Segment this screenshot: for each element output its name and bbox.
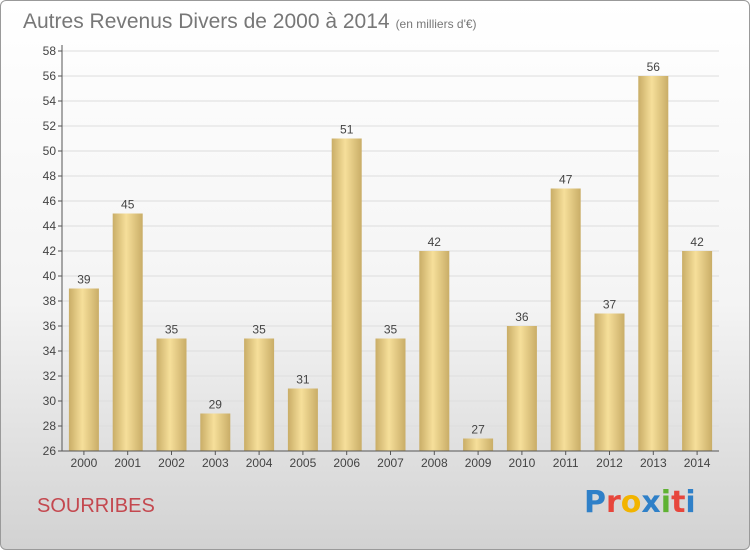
y-tick-label: 30 (43, 394, 57, 408)
y-tick-label: 46 (43, 194, 57, 208)
bar (638, 76, 669, 451)
y-tick-label: 36 (43, 319, 57, 333)
bar (244, 338, 275, 451)
logo-letter: i (660, 485, 672, 520)
x-tick-label: 2006 (333, 456, 360, 470)
logo-letter: o (620, 485, 642, 520)
logo-letter: P (584, 485, 606, 520)
commune-name: SOURRIBES (37, 495, 155, 517)
logo-letter: r (606, 485, 621, 520)
data-label: 37 (603, 298, 617, 312)
data-label: 42 (690, 235, 704, 249)
bar (594, 313, 625, 451)
bar (112, 213, 143, 451)
data-label: 35 (165, 323, 179, 337)
x-tick-label: 2004 (246, 456, 273, 470)
x-tick-label: 2007 (377, 456, 404, 470)
data-label: 56 (647, 60, 661, 74)
data-label: 51 (340, 123, 354, 137)
data-label: 27 (471, 423, 485, 437)
x-tick-label: 2001 (114, 456, 141, 470)
data-label: 35 (252, 323, 266, 337)
axes: 26 28 30 32 34 36 38 40 42 44 46 48 50 52 54 56 58 2000 20… (43, 44, 719, 470)
bar (287, 388, 318, 451)
logo-letter: i (685, 485, 696, 520)
x-tick-label: 2008 (421, 456, 448, 470)
x-tick-label: 2013 (640, 456, 667, 470)
chart-title: Autres Revenus Divers de 2000 à 2014 (en … (23, 10, 477, 34)
y-tick-label: 40 (43, 269, 57, 283)
data-label: 45 (121, 198, 135, 212)
x-tick-label: 2005 (290, 456, 317, 470)
y-tick-label: 52 (43, 119, 57, 133)
bar (200, 413, 231, 451)
x-tick-label: 2000 (71, 456, 98, 470)
x-tick-label: 2003 (202, 456, 229, 470)
x-tick-label: 2014 (684, 456, 711, 470)
y-tick-label: 34 (43, 344, 57, 358)
x-tick-label: 2012 (596, 456, 623, 470)
logo-letter: x (641, 485, 661, 520)
bar (682, 251, 713, 451)
y-tick-label: 48 (43, 169, 57, 183)
bar (419, 251, 450, 451)
bar (375, 338, 406, 451)
data-label: 29 (209, 398, 223, 412)
bar (506, 326, 537, 451)
y-tick-label: 58 (43, 44, 57, 58)
x-tick-label: 2011 (553, 456, 579, 470)
data-label: 39 (77, 273, 91, 287)
x-tick-label: 2002 (158, 456, 185, 470)
proxiti-logo: Proxiti (584, 485, 696, 520)
y-tick-label: 38 (43, 294, 57, 308)
y-tick-label: 44 (43, 219, 57, 233)
data-label: 47 (559, 173, 573, 187)
y-tick-label: 56 (43, 69, 57, 83)
chart-title-main: Autres Revenus Divers de 2000 à 2014 (23, 10, 390, 33)
y-tick-label: 50 (43, 144, 57, 158)
data-label: 35 (384, 323, 398, 337)
bar (463, 438, 494, 451)
bar (331, 138, 362, 451)
bar (550, 188, 581, 451)
bar (68, 288, 99, 451)
y-tick-label: 26 (43, 444, 57, 458)
y-tick-label: 42 (43, 244, 57, 258)
data-label: 36 (515, 310, 529, 324)
y-tick-label: 28 (43, 419, 57, 433)
bar (156, 338, 187, 451)
x-tick-label: 2010 (509, 456, 536, 470)
logo-letter: t (671, 485, 686, 520)
data-label: 31 (296, 373, 310, 387)
x-tick-label: 2009 (465, 456, 492, 470)
chart-subtitle: (en milliers d'€) (395, 17, 477, 31)
bars: 39 45 35 29 35 31 51 35 42 27 36 47 37 56 42 (68, 60, 713, 451)
y-tick-label: 54 (43, 94, 57, 108)
y-tick-label: 32 (43, 369, 57, 383)
data-label: 42 (428, 235, 442, 249)
